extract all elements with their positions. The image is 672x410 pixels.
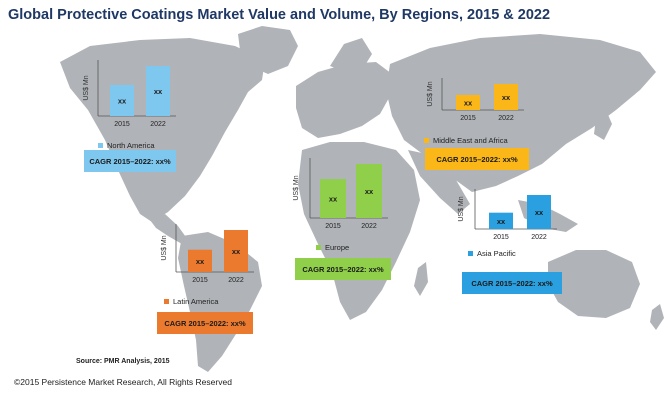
- x-tick-label: 2022: [228, 277, 244, 284]
- x-tick-label: 2015: [192, 277, 208, 284]
- bar-2022: [356, 164, 382, 218]
- data-label: xx: [329, 195, 338, 204]
- cagr-middle-east-africa: CAGR 2015–2022: xx%: [425, 148, 529, 170]
- x-tick-label: 2015: [493, 234, 509, 241]
- chart-title: Global Protective Coatings Market Value …: [8, 7, 551, 23]
- bar-2022: [494, 84, 518, 110]
- data-label: xx: [365, 187, 374, 196]
- x-tick-label: 2022: [498, 115, 514, 122]
- bar-2022: [527, 195, 551, 229]
- legend-swatch: [468, 251, 473, 256]
- y-axis-label: US$ Mn: [458, 196, 465, 221]
- legend-label: Asia Pacific: [477, 249, 516, 258]
- bar-2015: [320, 179, 346, 218]
- bar-2015: [110, 85, 134, 116]
- data-label: xx: [502, 93, 511, 102]
- data-label: xx: [196, 257, 205, 266]
- bar-2015: [188, 249, 212, 272]
- y-axis-label: US$ Mn: [293, 175, 300, 200]
- legend-north-america: North America: [98, 141, 155, 150]
- source-note: Source: PMR Analysis, 2015: [76, 358, 170, 365]
- bar-2022: [224, 230, 248, 272]
- legend-swatch: [424, 138, 429, 143]
- data-label: xx: [154, 87, 163, 96]
- x-tick-label: 2022: [531, 234, 547, 241]
- cagr-latin-america: CAGR 2015–2022: xx%: [157, 312, 253, 334]
- data-label: xx: [497, 217, 506, 226]
- x-tick-label: 2015: [114, 121, 130, 128]
- data-label: xx: [118, 97, 127, 106]
- x-tick-label: 2015: [460, 115, 476, 122]
- legend-label: Europe: [325, 243, 350, 252]
- cagr-asia-pacific: CAGR 2015–2022: xx%: [462, 272, 562, 294]
- bar-2022: [146, 66, 170, 116]
- legend-latin-america: Latin America: [164, 297, 218, 306]
- x-tick-label: 2022: [361, 223, 377, 230]
- cagr-north-america: CAGR 2015–2022: xx%: [84, 150, 176, 172]
- x-tick-label: 2015: [325, 223, 341, 230]
- copyright-note: ©2015 Persistence Market Research, All R…: [14, 377, 232, 387]
- data-label: xx: [464, 98, 473, 107]
- legend-label: Latin America: [173, 297, 219, 306]
- y-axis-label: US$ Mn: [83, 75, 90, 100]
- legend-swatch: [316, 245, 321, 250]
- data-label: xx: [535, 208, 544, 217]
- cagr-europe: CAGR 2015–2022: xx%: [295, 258, 391, 280]
- legend-europe: Europe: [316, 243, 349, 252]
- legend-asia-pacific: Asia Pacific: [468, 249, 516, 258]
- y-axis-label: US$ Mn: [427, 81, 434, 106]
- bar-2015: [456, 94, 480, 110]
- bar-2015: [489, 212, 513, 229]
- data-label: xx: [232, 247, 241, 256]
- x-tick-label: 2022: [150, 121, 166, 128]
- legend-label: Middle East and Africa: [433, 136, 508, 145]
- legend-middle-east-africa: Middle East and Africa: [424, 136, 508, 145]
- legend-swatch: [98, 143, 103, 148]
- legend-swatch: [164, 299, 169, 304]
- y-axis-label: US$ Mn: [161, 235, 168, 260]
- legend-label: North America: [107, 141, 155, 150]
